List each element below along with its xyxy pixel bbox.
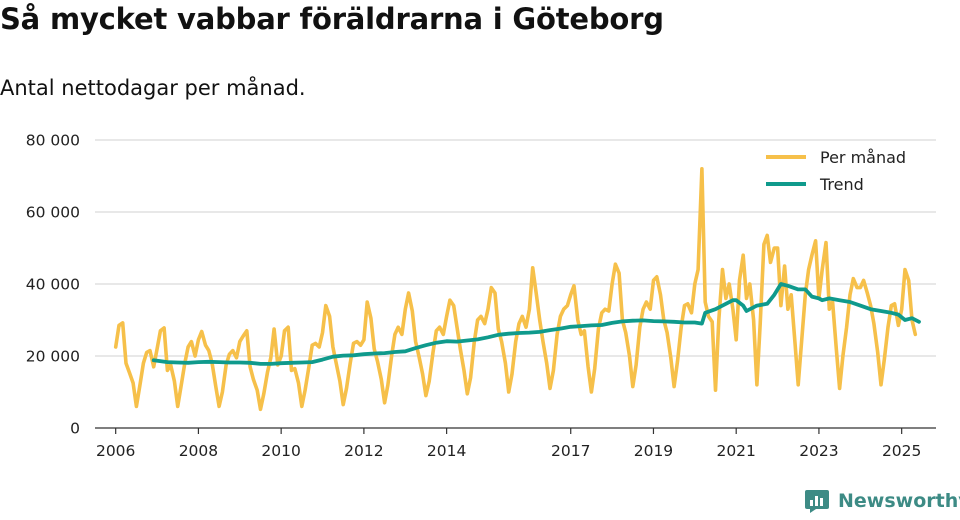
x-tick-label: 2014 [427,442,466,460]
page-title: Så mycket vabbar föräldrarna i Göteborg [0,2,664,36]
y-tick-label: 0 [70,420,80,438]
x-axis: 2006 2008 2010 2012 2014 2017 2019 2021 2023 2025 [95,427,936,460]
x-tick-label: 2025 [882,442,921,460]
y-tick-label: 60 000 [26,204,80,222]
chart-subtitle: Antal nettodagar per månad. [0,76,306,100]
x-tick-label: 2023 [799,442,838,460]
x-tick-label: 2012 [344,442,383,460]
y-tick-label: 80 000 [26,132,80,150]
x-tick-label: 2008 [179,442,218,460]
brand: Newsworthy [804,488,960,514]
y-axis: 0 20 000 40 000 60 000 80 000 [26,132,80,438]
legend-label: Trend [819,175,864,194]
y-tick-label: 20 000 [26,348,80,366]
x-tick-label: 2021 [716,442,755,460]
grid-lines [95,139,936,357]
trend-series-line [151,282,921,366]
brand-name: Newsworthy [838,490,960,512]
legend-item-per-manad: Per månad [766,148,906,167]
legend: Per månad Trend [766,148,906,194]
legend-label: Per månad [820,148,906,167]
x-tick-label: 2010 [261,442,300,460]
series-layer [113,167,921,412]
y-tick-label: 40 000 [26,276,80,294]
x-tick-label: 2006 [96,442,135,460]
x-tick-label: 2017 [551,442,590,460]
per-manad-series-line [113,167,918,412]
x-tick-label: 2019 [634,442,673,460]
legend-item-trend: Trend [766,175,864,194]
newsworthy-logo-icon [805,490,829,513]
